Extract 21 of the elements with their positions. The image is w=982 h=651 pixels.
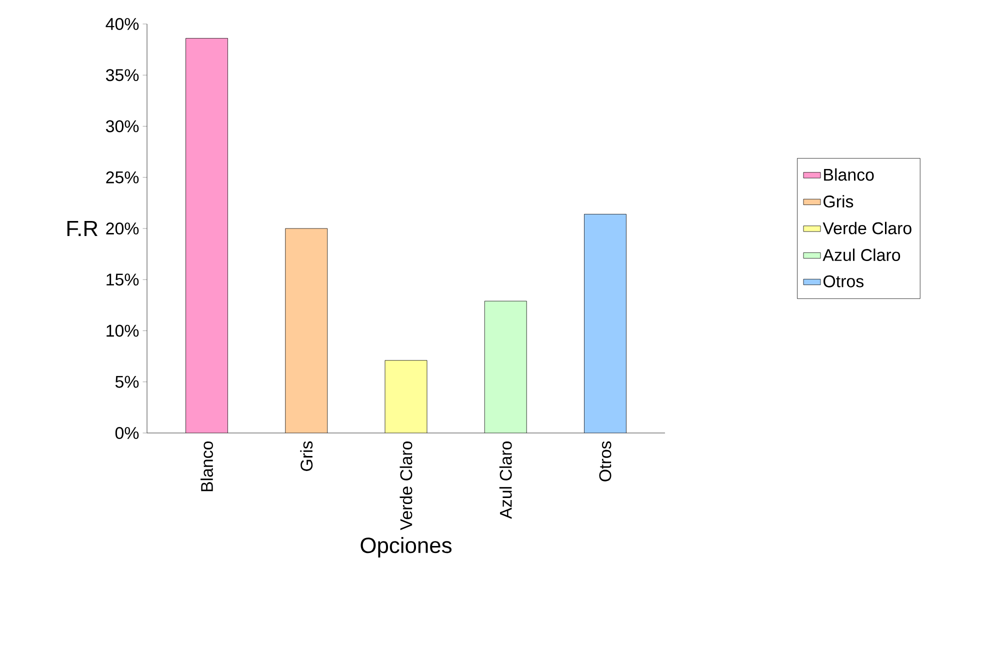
x-tick-label: Azul Claro [499, 442, 512, 519]
x-tick-label: Otros [599, 441, 612, 482]
legend-label: Otros [823, 275, 864, 288]
legend-label: Verde Claro [822, 222, 912, 234]
x-tick-label: Verde Claro [400, 442, 412, 530]
legend-label: Gris [824, 195, 854, 208]
y-axis-title: F.R [67, 220, 98, 236]
y-tick-label: 30% [106, 120, 139, 132]
x-tick-label: Blanco [200, 441, 213, 492]
x-axis-title: Opciones [360, 537, 452, 558]
y-tick-label: 25% [106, 171, 139, 184]
legend-label: Blanco [824, 168, 874, 181]
y-tick-label: 5% [115, 376, 139, 388]
y-tick-label: 15% [106, 274, 139, 286]
y-tick-label: 40% [106, 18, 139, 30]
y-tick-label: 0% [115, 426, 139, 439]
x-tick-label: Gris [300, 441, 313, 471]
y-tick-label: 35% [106, 69, 139, 82]
legend-label: Azul Claro [822, 248, 900, 262]
y-tick-label: 10% [106, 324, 139, 337]
y-tick-label: 20% [106, 222, 139, 234]
